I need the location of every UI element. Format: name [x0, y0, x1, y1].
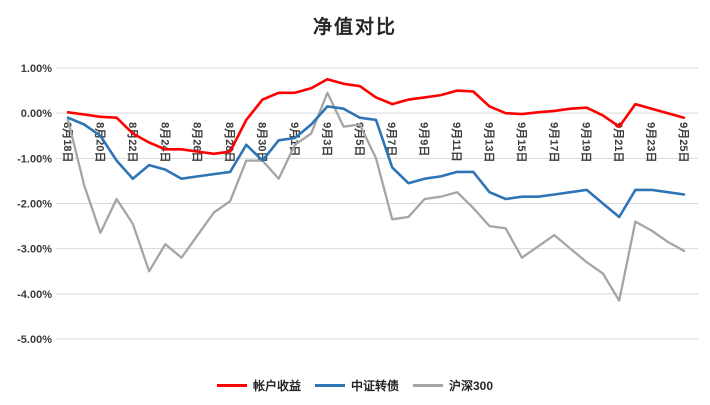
legend-item-csi-convertible-bonds: 中证转债 [314, 377, 399, 394]
x-axis-tick-label: 9月13日 [482, 122, 495, 162]
x-axis-tick-label: 8月18日 [61, 122, 74, 162]
x-axis-tick-label: 9月5日 [353, 122, 366, 156]
x-axis-tick-label: 8月26日 [191, 122, 204, 162]
legend-line-swatch-csi-convertible-bonds [314, 384, 345, 387]
series-line-account-return [66, 78, 686, 156]
legend-label-hs300: 沪深300 [449, 379, 494, 393]
legend-item-hs300: 沪深300 [413, 377, 493, 394]
y-axis-tick-label: -3.00% [17, 244, 52, 256]
y-axis-tick-label: -1.00% [17, 153, 52, 165]
x-axis-tick-label: 9月15日 [515, 122, 528, 162]
series-line-csi-convertible-bonds [66, 105, 686, 219]
series-line-hs300 [66, 91, 686, 302]
x-axis-tick-label: 8月30日 [256, 122, 269, 162]
x-axis-tick-label: 9月3日 [320, 122, 333, 156]
y-axis-tick-label: -2.00% [17, 199, 52, 211]
y-axis-tick-label: 1.00% [21, 63, 52, 75]
legend-item-account-return: 帐户收益 [216, 377, 301, 394]
legend-line-swatch-account-return [216, 384, 247, 387]
legend-line-swatch-hs300 [413, 384, 443, 387]
x-axis-tick-label: 9月9日 [418, 122, 431, 156]
x-axis-tick-label: 9月25日 [677, 122, 690, 162]
legend-label-account-return: 帐户收益 [252, 379, 301, 393]
legend: 帐户收益 中证转债 沪深300 [0, 377, 710, 394]
x-axis-tick-label: 8月22日 [126, 122, 139, 162]
x-axis-tick-label: 9月17日 [547, 122, 560, 162]
x-axis-tick-label: 8月24日 [158, 122, 171, 162]
x-axis-tick-label: 9月11日 [450, 122, 463, 162]
y-axis-tick-label: -5.00% [17, 334, 52, 346]
x-axis-tick-label: 9月23日 [645, 122, 658, 162]
x-axis-tick-label: 9月21日 [612, 122, 625, 162]
legend-label-csi-convertible-bonds: 中证转债 [350, 379, 399, 393]
chart-title: 净值对比 [312, 17, 397, 38]
y-axis-tick-label: 0.00% [21, 108, 52, 120]
x-axis-tick-label: 9月7日 [385, 122, 398, 156]
x-axis-tick-label: 9月19日 [580, 122, 593, 162]
y-axis-tick-label: -4.00% [17, 289, 52, 301]
